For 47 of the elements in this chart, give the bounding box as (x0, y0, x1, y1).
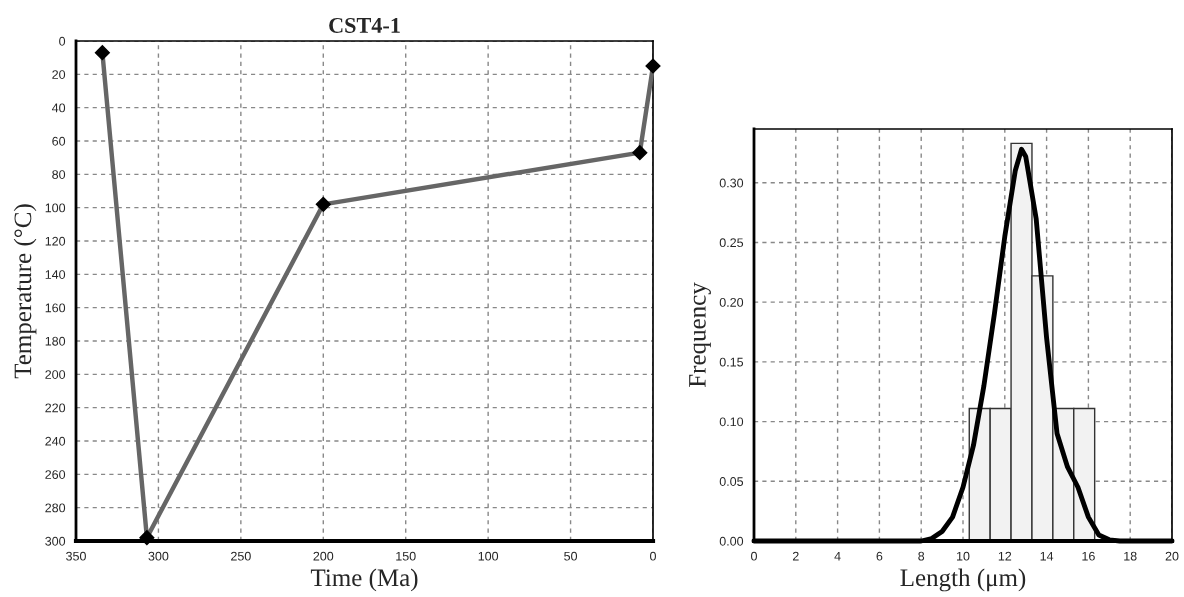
x-tick-label: 10 (957, 551, 970, 561)
x-tick-label: 4 (834, 551, 841, 561)
x-tick-label: 350 (66, 551, 86, 561)
x-tick-label: 200 (313, 551, 334, 561)
y-tick-label: 160 (45, 303, 66, 313)
y-tick-label: 300 (45, 536, 66, 546)
x-axis-title: Time (Ma) (310, 568, 418, 592)
y-tick-label: 20 (52, 70, 66, 79)
y-tick-label: 0.20 (719, 297, 744, 307)
y-tick-label: 0.05 (719, 477, 744, 486)
x-tick-label: 50 (564, 551, 578, 561)
x-tick-label: 6 (876, 551, 883, 561)
x-axis-title: Length (μm) (900, 568, 1026, 592)
y-tick-label: 200 (45, 370, 66, 379)
x-tick-label: 250 (231, 551, 251, 561)
y-tick-label: 180 (45, 336, 66, 346)
x-tick-label: 150 (396, 551, 416, 561)
x-tick-label: 8 (918, 551, 925, 561)
x-tick-label: 14 (1040, 551, 1054, 561)
y-axis-title: Frequency (689, 282, 711, 388)
y-tick-label: 120 (45, 236, 66, 246)
chart-title: CST4-1 (329, 17, 400, 33)
y-tick-label: 0.10 (719, 417, 744, 427)
x-tick-label: 2 (792, 551, 799, 561)
x-tick-label: 18 (1124, 551, 1137, 561)
y-tick-label: 0.30 (719, 178, 744, 188)
y-tick-label: 0.15 (719, 357, 744, 367)
y-tick-label: 220 (45, 403, 66, 413)
y-tick-label: 0 (59, 36, 66, 46)
y-tick-label: 80 (52, 170, 66, 179)
x-tick-label: 0 (650, 551, 656, 561)
y-tick-label: 60 (52, 136, 66, 146)
y-tick-label: 240 (45, 436, 66, 446)
x-tick-label: 12 (998, 551, 1012, 561)
y-tick-label: 100 (45, 203, 66, 213)
x-tick-label: 0 (751, 551, 757, 561)
x-tick-label: 300 (148, 551, 169, 561)
y-tick-label: 140 (45, 270, 66, 279)
y-tick-label: 280 (45, 503, 66, 513)
y-tick-label: 0.00 (719, 536, 744, 546)
y-tick-label: 0.25 (719, 238, 744, 248)
y-axis-title: Temperature (°C) (13, 204, 37, 379)
x-tick-label: 20 (1165, 551, 1179, 561)
x-tick-label: 100 (478, 551, 499, 561)
y-tick-label: 40 (51, 103, 66, 113)
y-tick-label: 260 (45, 470, 66, 479)
x-tick-label: 16 (1082, 551, 1095, 561)
